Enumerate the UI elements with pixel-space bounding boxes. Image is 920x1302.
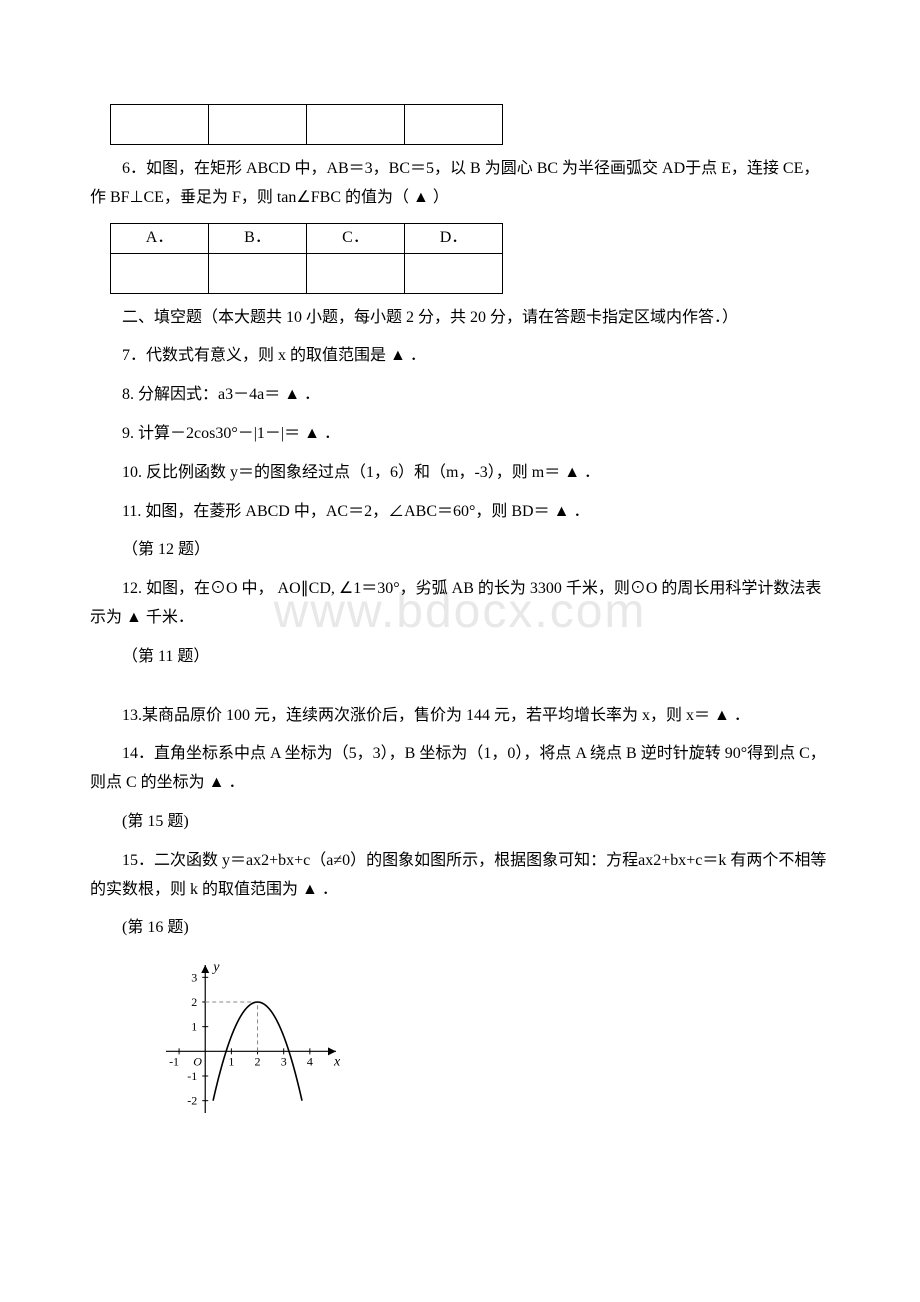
svg-text:2: 2 <box>255 1054 261 1068</box>
svg-text:x: x <box>333 1054 341 1069</box>
q6-opt-d <box>405 253 503 293</box>
q11-text: 11. 如图，在菱形 ABCD 中，AC＝2，∠ABC＝60°，则 BD＝ ▲ … <box>90 498 830 527</box>
q5-options-table <box>110 104 503 145</box>
svg-text:2: 2 <box>191 995 197 1009</box>
q6-text: 6．如图，在矩形 ABCD 中，AB＝3，BC＝5，以 B 为圆心 BC 为半径… <box>90 155 830 213</box>
q6-options-table: A． B． C． D． <box>110 223 503 294</box>
q7-text: 7．代数式有意义，则 x 的取值范围是 ▲ ． <box>90 342 830 371</box>
q10-text: 10. 反比例函数 y＝的图象经过点（1，6）和（m，-3），则 m＝ ▲ ． <box>90 459 830 488</box>
q8-text: 8. 分解因式：a3－4a＝ ▲ ． <box>90 381 830 410</box>
svg-text:4: 4 <box>307 1054 313 1068</box>
graph-svg: x y -1 1 2 3 4 -2 -1 1 2 3 O <box>130 953 350 1133</box>
q15-text: 15．二次函数 y＝ax2+bx+c（a≠0）的图象如图所示，根据图象可知：方程… <box>90 847 830 905</box>
ref11-caption: （第 11 题） <box>90 643 830 672</box>
q6-opt-a-label: A． <box>111 223 209 253</box>
q6-opt-b <box>209 253 307 293</box>
svg-text:-2: -2 <box>187 1094 197 1108</box>
q5-opt-d <box>405 105 503 145</box>
ref16-caption: (第 16 题) <box>90 914 830 943</box>
svg-text:O: O <box>193 1054 202 1068</box>
q6-opt-a <box>111 253 209 293</box>
q12-text: 12. 如图，在⊙O 中， AO∥CD, ∠1＝30°，劣弧 AB 的长为 33… <box>90 575 830 633</box>
section2-heading: 二、填空题（本大题共 10 小题，每小题 2 分，共 20 分，请在答题卡指定区… <box>90 304 830 333</box>
q13-text: 13.某商品原价 100 元，连续两次涨价后，售价为 144 元，若平均增长率为… <box>90 702 830 731</box>
ref12-caption: （第 12 题） <box>90 536 830 565</box>
q5-opt-a <box>111 105 209 145</box>
ref15-caption: (第 15 题) <box>90 808 830 837</box>
svg-text:-1: -1 <box>169 1054 179 1068</box>
parabola-graph: x y -1 1 2 3 4 -2 -1 1 2 3 O <box>130 953 830 1133</box>
svg-text:1: 1 <box>228 1054 234 1068</box>
q6-opt-b-label: B． <box>209 223 307 253</box>
svg-text:3: 3 <box>191 970 197 984</box>
q9-text: 9. 计算－2cos30°－|1－|＝ ▲ ． <box>90 420 830 449</box>
q5-opt-c <box>307 105 405 145</box>
svg-text:-1: -1 <box>187 1069 197 1083</box>
q5-opt-b <box>209 105 307 145</box>
q14-text: 14．直角坐标系中点 A 坐标为（5，3），B 坐标为（1，0），将点 A 绕点… <box>90 740 830 798</box>
svg-text:3: 3 <box>281 1054 287 1068</box>
q6-opt-d-label: D． <box>405 223 503 253</box>
svg-text:1: 1 <box>191 1020 197 1034</box>
q6-opt-c-label: C． <box>307 223 405 253</box>
q6-opt-c <box>307 253 405 293</box>
svg-text:y: y <box>211 960 220 975</box>
